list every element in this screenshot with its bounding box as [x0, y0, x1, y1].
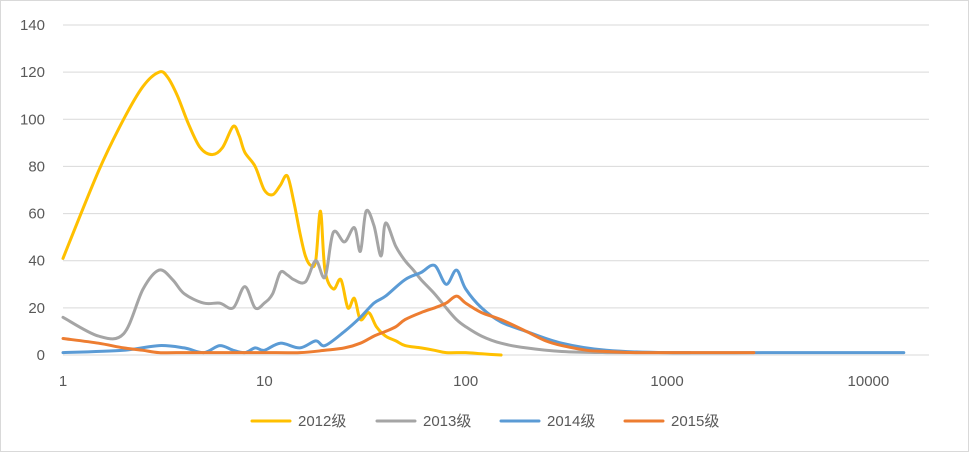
- legend-label: 2014级: [547, 413, 595, 430]
- legend-label: 2015级: [671, 413, 719, 430]
- y-tick-label: 120: [20, 64, 45, 81]
- y-tick-label: 140: [20, 17, 45, 34]
- series-line-1: [61, 70, 503, 357]
- x-tick-label: 1000: [650, 373, 683, 390]
- x-tick-label: 10000: [848, 373, 890, 390]
- x-tick-label: 1: [59, 373, 67, 390]
- y-tick-label: 80: [28, 158, 45, 175]
- x-tick-label: 100: [453, 373, 478, 390]
- legend: 2012级 2013级 2014级 2015级: [250, 413, 719, 430]
- x-axis-tick-labels: 1 10 100 1000 10000: [59, 373, 889, 390]
- y-tick-label: 0: [37, 347, 45, 364]
- legend-label: 2012级: [298, 413, 346, 430]
- x-tick-label: 10: [256, 373, 273, 390]
- y-tick-label: 100: [20, 111, 45, 128]
- series-line-3: [61, 263, 906, 355]
- y-tick-label: 40: [28, 253, 45, 270]
- series-lines: [61, 70, 906, 357]
- legend-label: 2013级: [423, 413, 471, 430]
- series-line-4: [61, 294, 756, 355]
- y-tick-label: 60: [28, 206, 45, 223]
- gridlines: [63, 24, 929, 309]
- y-tick-label: 20: [28, 300, 45, 317]
- y-axis-tick-labels: 0 20 40 60 80 100 120 140: [20, 17, 45, 364]
- series-line-2: [61, 208, 692, 355]
